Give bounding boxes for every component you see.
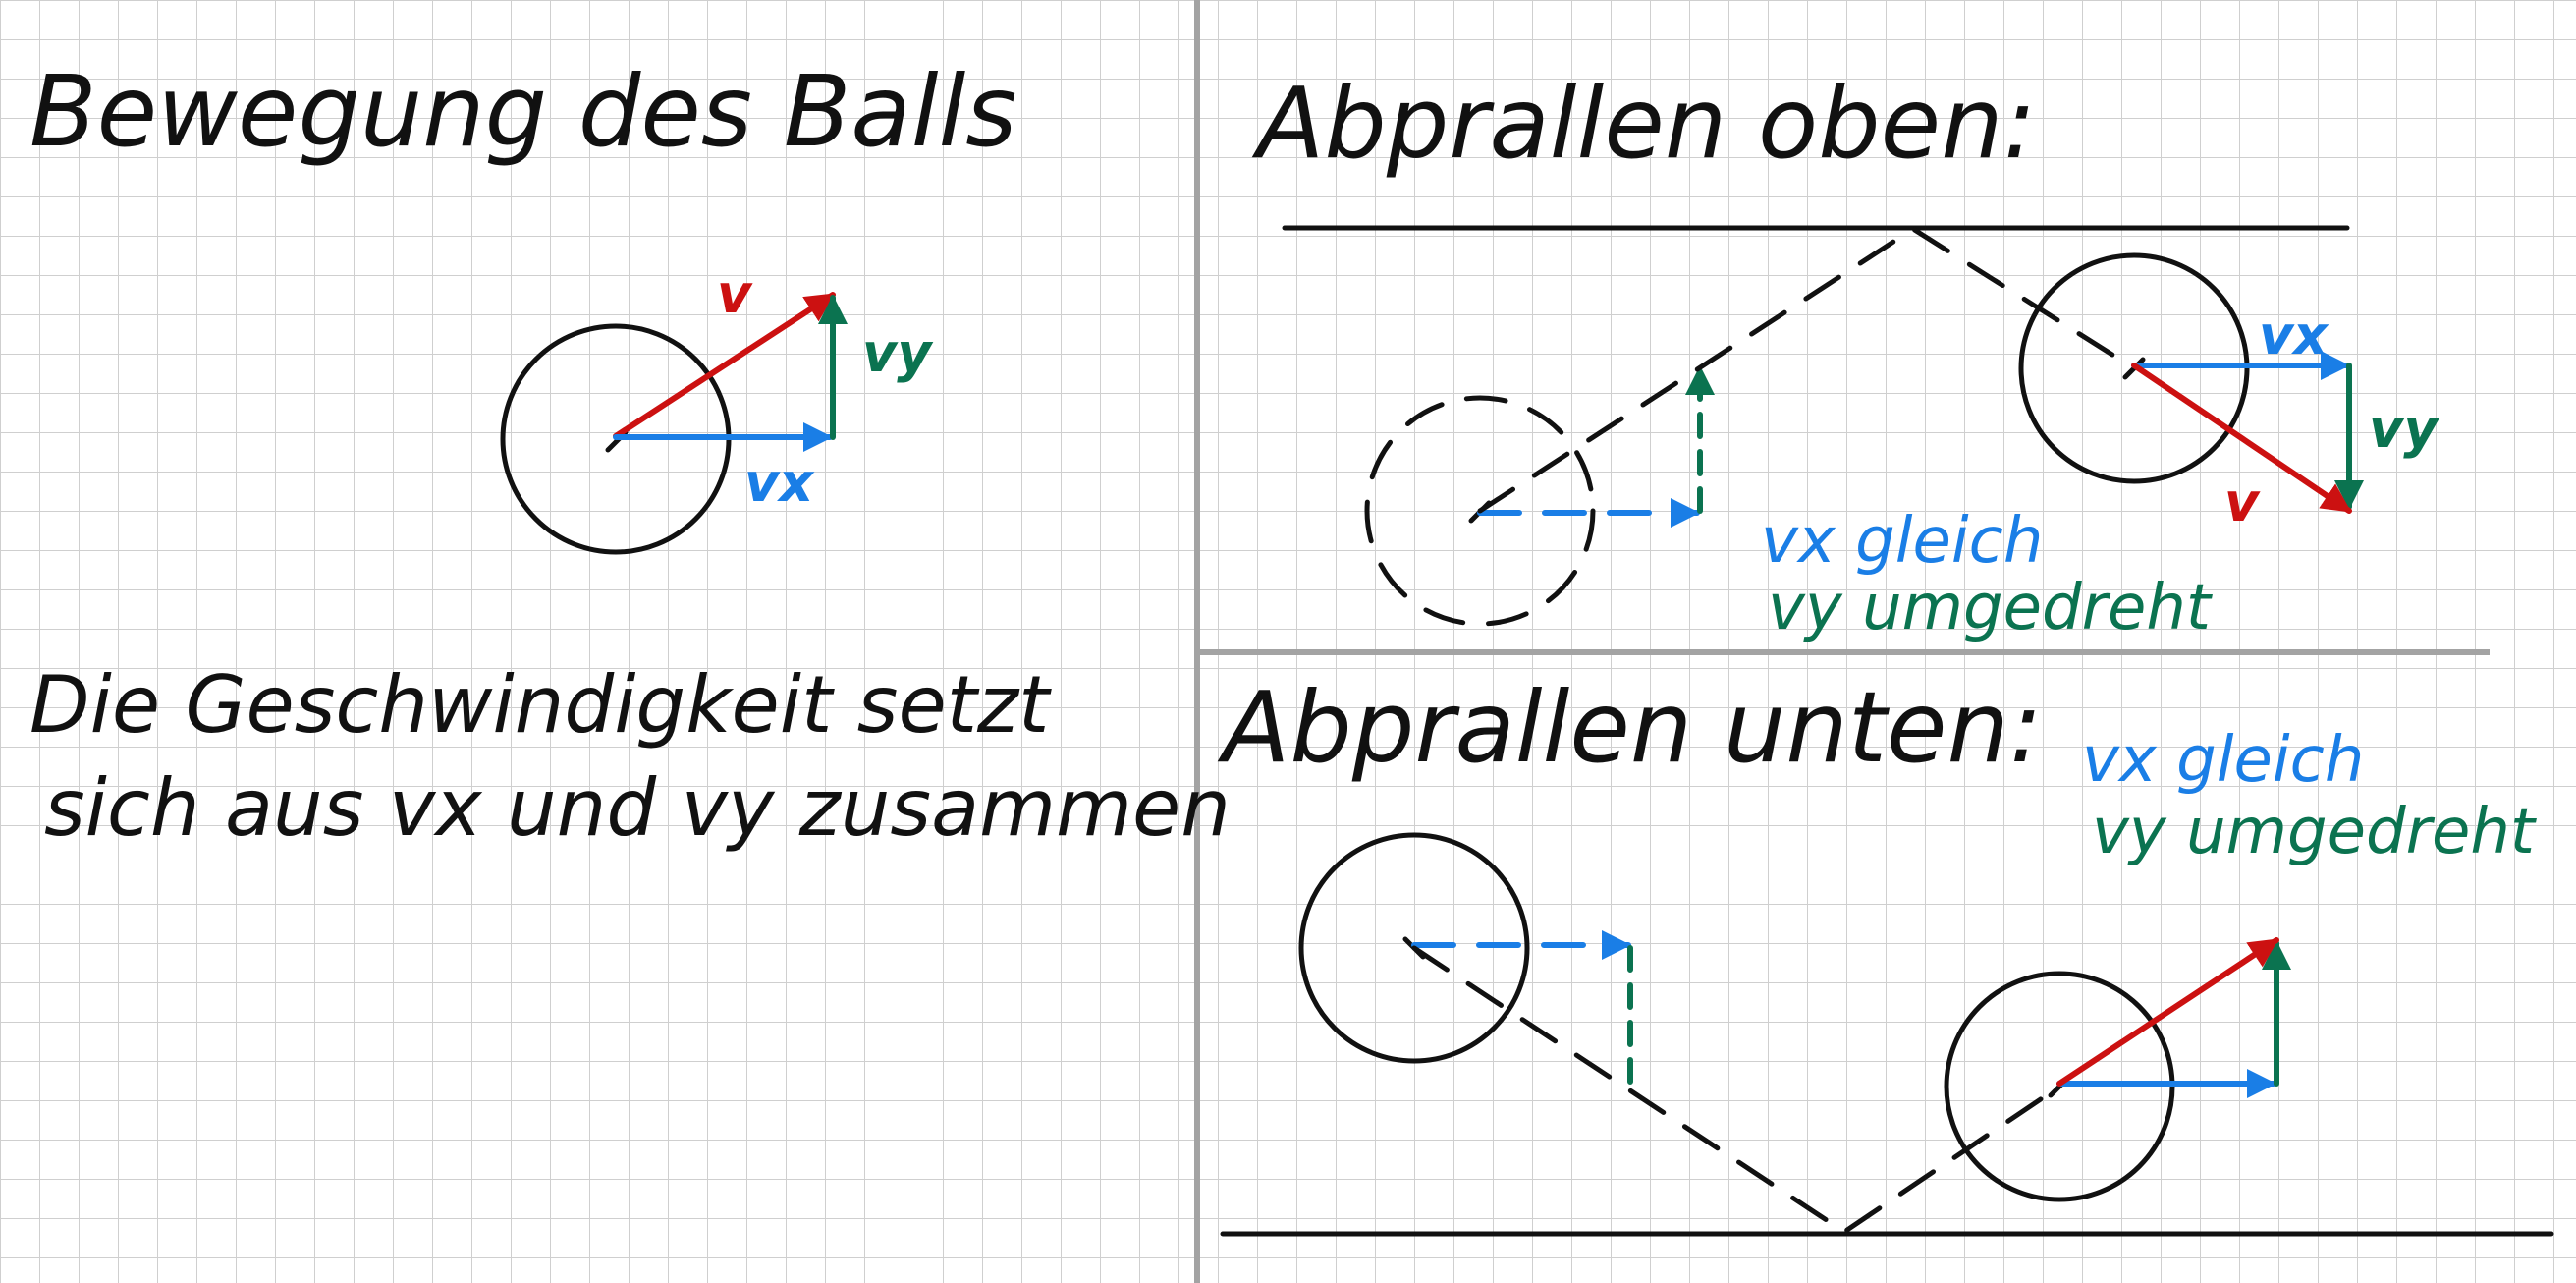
panel-top-title: Abprallen oben: bbox=[1251, 66, 2036, 181]
panel-bottom-title: Abprallen unten: bbox=[1217, 670, 2043, 785]
label-vx-top: vx bbox=[2259, 305, 2329, 366]
panel-top-bounce: Abprallen oben: vx vy v vx gleich vy umg… bbox=[1251, 66, 2440, 644]
trajectory-top bbox=[1477, 226, 2137, 514]
velocity-arrow bbox=[613, 292, 836, 439]
note-vy-reversed-bottom: vy umgedreht bbox=[2092, 796, 2538, 868]
note-vx-same-top: vx gleich bbox=[1761, 505, 2043, 578]
velocity-arrow-after bbox=[2056, 937, 2279, 1087]
note-vy-reversed-top: vy umgedreht bbox=[1768, 572, 2214, 644]
velocity-arrow-current bbox=[2131, 363, 2352, 514]
panel-motion: Bewegung des Balls v vy vx Die Geschwind… bbox=[29, 54, 1231, 854]
note-vx-same-bottom: vx gleich bbox=[2082, 724, 2364, 797]
description-line-2: sich aus vx und vy zusammen bbox=[44, 762, 1231, 854]
panel-motion-title: Bewegung des Balls bbox=[29, 54, 1016, 169]
label-vy-top: vy bbox=[2369, 398, 2440, 460]
label-v-top: v bbox=[2224, 472, 2261, 533]
panel-bottom-bounce: Abprallen unten: vx gleich vy umgedreht bbox=[1217, 670, 2554, 1237]
label-v: v bbox=[717, 263, 753, 325]
trajectory-bottom bbox=[1411, 945, 2062, 1236]
label-vx: vx bbox=[744, 452, 815, 514]
label-vy: vy bbox=[862, 322, 934, 384]
ball-before bbox=[1298, 832, 1530, 1064]
ball-previous bbox=[1364, 395, 1596, 627]
description-line-1: Die Geschwindigkeit setzt bbox=[29, 659, 1052, 751]
